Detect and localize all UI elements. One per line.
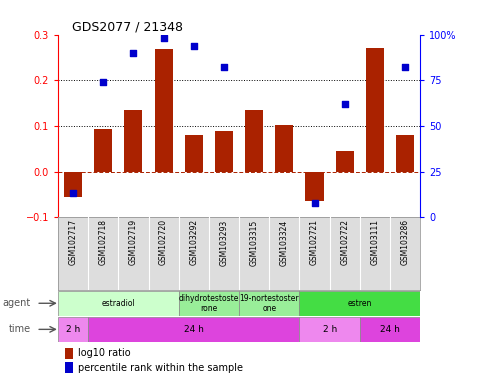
- Bar: [58, 291, 179, 316]
- Text: log10 ratio: log10 ratio: [78, 348, 130, 358]
- Bar: [275, 124, 294, 172]
- Text: GSM102718: GSM102718: [99, 219, 108, 265]
- Text: GSM103315: GSM103315: [250, 219, 259, 266]
- Text: 24 h: 24 h: [184, 325, 204, 334]
- Point: [401, 65, 409, 71]
- Text: time: time: [9, 324, 31, 334]
- Bar: [88, 317, 299, 342]
- Text: GSM102722: GSM102722: [340, 219, 349, 265]
- Bar: [65, 348, 73, 359]
- Text: estren: estren: [348, 299, 372, 308]
- Bar: [58, 317, 88, 342]
- Bar: [396, 135, 414, 172]
- Bar: [299, 317, 360, 342]
- Text: 24 h: 24 h: [380, 325, 400, 334]
- Point: [281, 24, 288, 30]
- Text: estradiol: estradiol: [101, 299, 135, 308]
- Point: [341, 101, 349, 107]
- Bar: [299, 291, 420, 316]
- Point: [311, 200, 318, 206]
- Bar: [155, 49, 173, 172]
- Text: 19-nortestoster
one: 19-nortestoster one: [240, 294, 299, 313]
- Point: [190, 43, 198, 49]
- Bar: [65, 362, 73, 373]
- Point: [250, 22, 258, 28]
- Text: percentile rank within the sample: percentile rank within the sample: [78, 362, 243, 372]
- Bar: [239, 291, 299, 316]
- Text: GSM102717: GSM102717: [69, 219, 78, 265]
- Text: GSM103292: GSM103292: [189, 219, 199, 265]
- Text: GDS2077 / 21348: GDS2077 / 21348: [72, 20, 184, 33]
- Text: GSM103324: GSM103324: [280, 219, 289, 266]
- Text: GSM102720: GSM102720: [159, 219, 168, 265]
- Text: agent: agent: [2, 298, 31, 308]
- Text: GSM103111: GSM103111: [370, 219, 380, 265]
- Bar: [185, 136, 203, 172]
- Bar: [360, 317, 420, 342]
- Text: 2 h: 2 h: [66, 325, 80, 334]
- Bar: [64, 172, 82, 197]
- Bar: [94, 129, 112, 172]
- Bar: [336, 151, 354, 172]
- Point: [220, 65, 228, 71]
- Text: GSM102719: GSM102719: [129, 219, 138, 265]
- Point: [371, 19, 379, 25]
- Point: [69, 190, 77, 197]
- Bar: [179, 291, 239, 316]
- Text: GSM103293: GSM103293: [219, 219, 228, 266]
- Text: GSM102721: GSM102721: [310, 219, 319, 265]
- Bar: [215, 131, 233, 172]
- Text: GSM103286: GSM103286: [400, 219, 410, 265]
- Bar: [245, 110, 263, 172]
- Text: 2 h: 2 h: [323, 325, 337, 334]
- Point: [160, 35, 168, 41]
- Text: dihydrotestoste
rone: dihydrotestoste rone: [179, 294, 239, 313]
- Point: [99, 79, 107, 85]
- Bar: [306, 172, 324, 201]
- Point: [129, 50, 137, 56]
- Bar: [125, 110, 142, 172]
- Bar: [366, 48, 384, 172]
